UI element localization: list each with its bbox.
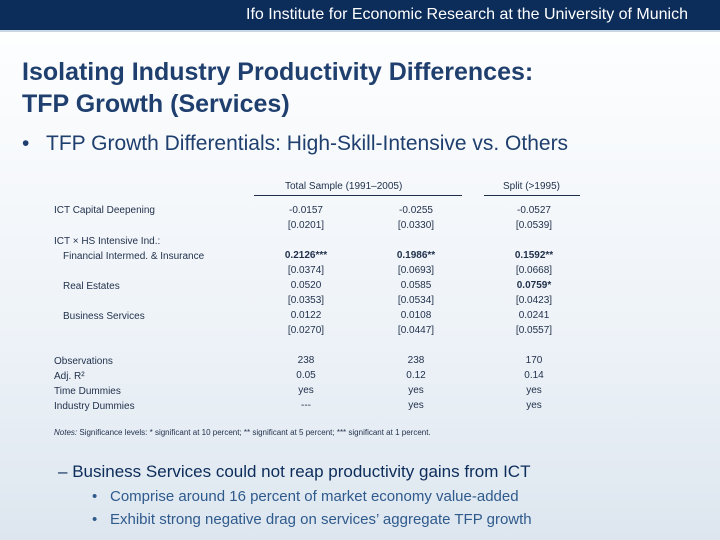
header-total-sample: Total Sample (1991–2005): [285, 181, 403, 192]
cell-obs: 238: [297, 355, 315, 366]
cell-bs: 0.0241: [518, 310, 550, 321]
cell-re: 0.0585: [400, 280, 432, 291]
header-split: Split (>1995): [503, 181, 560, 192]
cell-ind: ---: [301, 400, 311, 411]
main-bullet: • TFP Growth Differentials: High-Skill-In…: [22, 132, 568, 156]
cell-obs: 170: [525, 355, 543, 366]
column-split: -0.0527 [0.0539] 0.1592** [0.0668] 0.075…: [494, 203, 574, 413]
sub-sub-bullet: • Exhibit strong negative drag on service…: [92, 511, 532, 528]
header-bar: Ifo Institute for Economic Research at t…: [0, 0, 720, 32]
cell-ict-se: [0.0539]: [515, 220, 553, 231]
cell-bs-se: [0.0557]: [515, 325, 553, 336]
cell-re: 0.0520: [290, 280, 322, 291]
sub-sub-bullet-marker: •: [92, 511, 98, 528]
cell-r2: 0.05: [296, 370, 316, 381]
cell-ind: yes: [526, 400, 542, 411]
cell-ict: -0.0157: [289, 205, 323, 216]
label-real-estate: Real Estates: [63, 281, 120, 292]
sub-bullet-marker: –: [58, 462, 68, 481]
table-notes: Notes: Significance levels: * significan…: [54, 428, 431, 437]
cell-bs-se: [0.0447]: [397, 325, 435, 336]
cell-re: 0.0759*: [516, 280, 552, 291]
cell-ind: yes: [408, 400, 424, 411]
cell-fin: 0.1592**: [514, 250, 554, 261]
cell-bs: 0.0108: [400, 310, 432, 321]
cell-ict: -0.0527: [517, 205, 551, 216]
sub-sub-bullet-text: Comprise around 16 percent of market eco…: [110, 488, 519, 505]
slide-title: Isolating Industry Productivity Differen…: [22, 56, 533, 120]
sub-sub-bullet-text: Exhibit strong negative drag on services…: [110, 511, 532, 528]
sub-sub-bullet: • Comprise around 16 percent of market ec…: [92, 488, 519, 505]
cell-fin-se: [0.0668]: [515, 265, 553, 276]
main-bullet-text: TFP Growth Differentials: High-Skill-Int…: [46, 132, 569, 155]
cell-re-se: [0.0534]: [397, 295, 435, 306]
sub-sub-bullet-marker: •: [92, 488, 98, 505]
cell-time: yes: [526, 385, 542, 396]
label-ict-interaction: ICT × HS Intensive Ind.:: [54, 236, 161, 247]
cell-r2: 0.12: [406, 370, 426, 381]
title-line-2: TFP Growth (Services): [22, 90, 290, 118]
label-time-dummies: Time Dummies: [54, 386, 121, 397]
label-financial: Financial Intermed. & Insurance: [63, 251, 205, 262]
cell-time: yes: [408, 385, 424, 396]
cell-bs-se: [0.0270]: [287, 325, 325, 336]
column-total-1: -0.0157 [0.0201] 0.2126*** [0.0374] 0.05…: [266, 203, 346, 413]
sub-bullet-text: Business Services could not reap product…: [72, 462, 531, 481]
cell-fin-se: [0.0693]: [397, 265, 435, 276]
header-rule-total: [254, 195, 462, 196]
cell-ict-se: [0.0330]: [397, 220, 435, 231]
bullet-marker: •: [22, 132, 30, 155]
sub-bullet: – Business Services could not reap produ…: [58, 462, 530, 482]
cell-fin-se: [0.0374]: [287, 265, 325, 276]
cell-bs: 0.0122: [290, 310, 322, 321]
cell-ict-se: [0.0201]: [287, 220, 325, 231]
cell-fin: 0.1986**: [396, 250, 436, 261]
label-business: Business Services: [63, 311, 145, 322]
cell-fin: 0.2126***: [284, 250, 328, 261]
header-rule-split: [484, 195, 580, 196]
cell-r2: 0.14: [524, 370, 544, 381]
cell-re-se: [0.0423]: [515, 295, 553, 306]
cell-time: yes: [298, 385, 314, 396]
cell-obs: 238: [407, 355, 425, 366]
label-observations: Observations: [54, 356, 113, 367]
column-total-2: -0.0255 [0.0330] 0.1986** [0.0693] 0.058…: [376, 203, 456, 413]
title-line-1: Isolating Industry Productivity Differen…: [22, 58, 534, 86]
notes-text: Significance levels: * significant at 10…: [77, 428, 431, 437]
label-industry-dummies: Industry Dummies: [54, 401, 135, 412]
label-ict-capital: ICT Capital Deepening: [54, 205, 155, 216]
header-institute: Ifo Institute for Economic Research at t…: [246, 6, 688, 23]
label-adj-r2: Adj. R²: [54, 371, 85, 382]
notes-label: Notes:: [54, 428, 78, 437]
cell-re-se: [0.0353]: [287, 295, 325, 306]
cell-ict: -0.0255: [399, 205, 433, 216]
